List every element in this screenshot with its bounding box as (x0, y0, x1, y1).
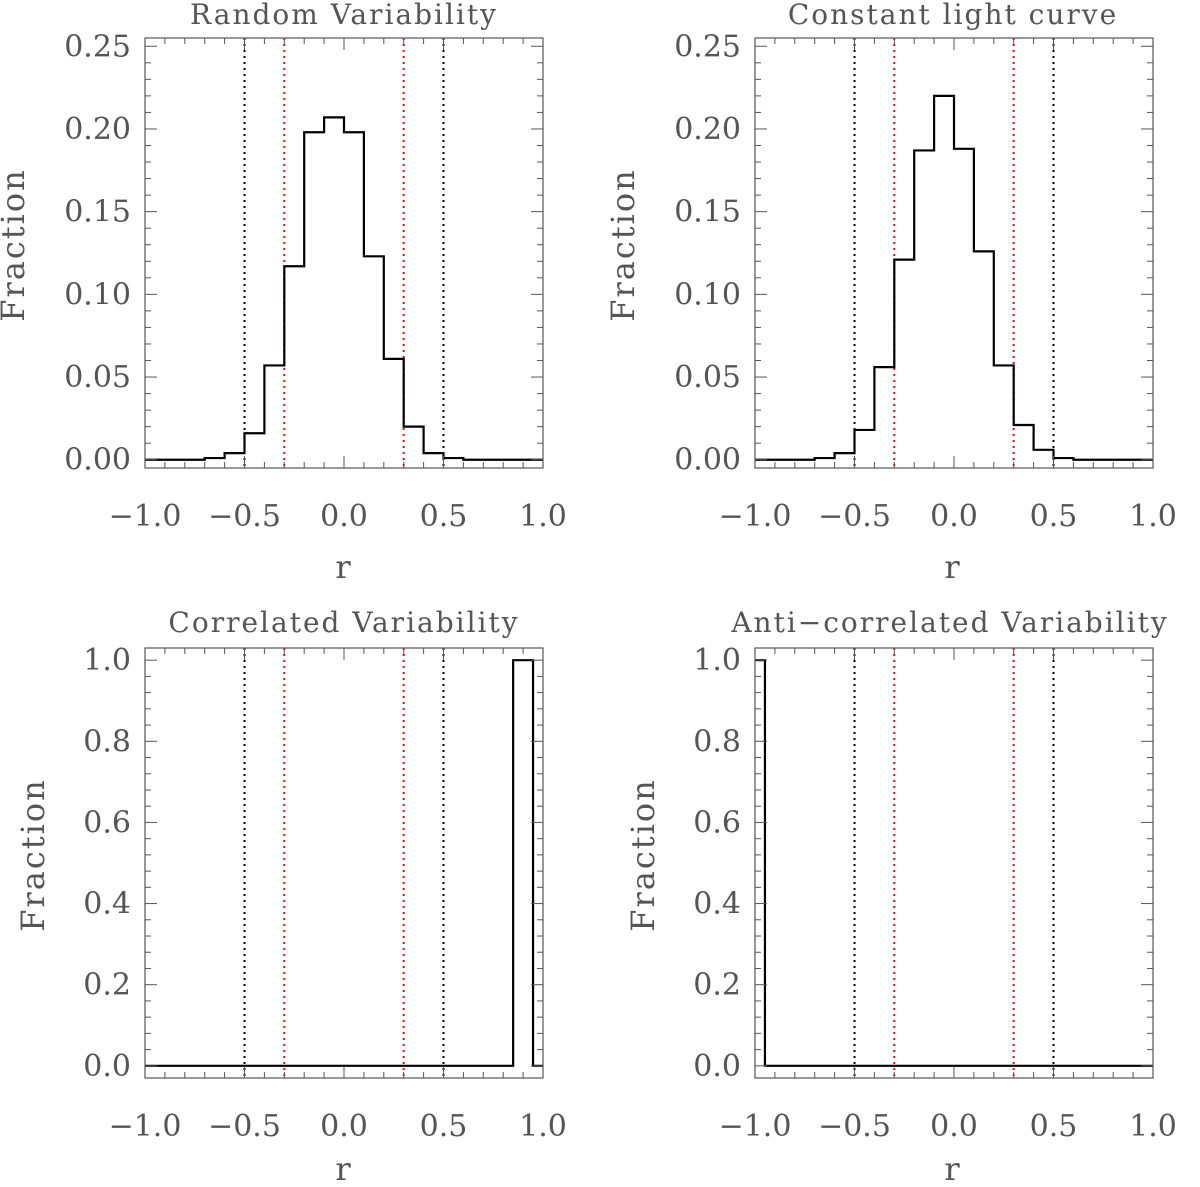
x-tick-label: 1.0 (1129, 1109, 1177, 1144)
y-axis-label: Fraction (624, 778, 662, 931)
x-tick-label: 0.0 (930, 499, 978, 534)
x-tick-label: −0.5 (208, 1109, 281, 1144)
y-tick-label: 0.4 (693, 887, 741, 922)
x-axis-label: r (944, 548, 961, 586)
y-tick-label: 1.0 (83, 643, 131, 678)
plot-frame (754, 647, 1154, 1079)
y-tick-label: 0.15 (674, 195, 741, 230)
x-tick-label: −0.5 (818, 499, 891, 534)
x-tick-label: −0.5 (818, 1109, 891, 1144)
y-tick-label: 0.25 (64, 29, 131, 64)
panel-title: Anti−correlated Variability (730, 606, 1168, 639)
x-axis-label: r (335, 548, 352, 586)
histogram-series (145, 659, 543, 1067)
y-tick-label: 0.20 (674, 112, 741, 147)
y-tick-label: 0.6 (693, 805, 741, 840)
panel-title: Correlated Variability (168, 606, 519, 639)
x-tick-label: 1.0 (1129, 499, 1177, 534)
x-axis-label: r (944, 1150, 961, 1187)
histogram-series (755, 659, 1153, 1067)
x-tick-label: 0.0 (320, 1109, 368, 1144)
y-tick-label: 0.4 (83, 887, 131, 922)
y-tick-label: 0.20 (64, 112, 131, 147)
x-tick-label: 0.5 (1030, 499, 1078, 534)
x-tick-label: 1.0 (519, 499, 567, 534)
x-tick-label: −1.0 (109, 499, 182, 534)
panel-correlated-variability: Correlated Variability r Fraction −1.0 −0… (14, 606, 567, 1187)
x-tick-label: 0.5 (420, 499, 468, 534)
y-tick-label: 0.2 (83, 968, 131, 1003)
x-tick-label: 0.0 (320, 499, 368, 534)
panel-random-variability: Random Variability r Fraction −1.0 −0.5 0.… (0, 0, 567, 586)
y-tick-label: 0.10 (674, 277, 741, 312)
panel-title: Random Variability (190, 0, 498, 31)
panel-constant-light-curve: Constant light curve r Fraction −1.0 −0.5… (604, 0, 1177, 586)
y-tick-label: 0.05 (674, 360, 741, 395)
x-tick-label: 0.5 (420, 1109, 468, 1144)
x-tick-label: −1.0 (719, 499, 792, 534)
y-tick-label: 0.8 (693, 724, 741, 759)
histogram-series (755, 94, 1153, 461)
plot-frame (144, 37, 544, 469)
y-tick-label: 0.25 (674, 29, 741, 64)
y-tick-label: 0.2 (693, 968, 741, 1003)
x-tick-label: −1.0 (109, 1109, 182, 1144)
y-tick-label: 0.0 (693, 1049, 741, 1084)
x-axis-label: r (335, 1150, 352, 1187)
y-axis-label: Fraction (0, 168, 32, 321)
histogram-series (145, 116, 543, 461)
y-tick-label: 0.00 (64, 443, 131, 478)
y-tick-label: 1.0 (693, 643, 741, 678)
x-tick-label: 1.0 (519, 1109, 567, 1144)
plot-frame (144, 647, 544, 1079)
x-tick-label: 0.5 (1030, 1109, 1078, 1144)
y-tick-label: 0.6 (83, 805, 131, 840)
y-axis-label: Fraction (14, 778, 52, 931)
y-tick-label: 0.05 (64, 360, 131, 395)
x-tick-label: −1.0 (719, 1109, 792, 1144)
panel-anti-correlated-variability: Anti−correlated Variability r Fraction −… (624, 606, 1177, 1187)
y-tick-label: 0.8 (83, 724, 131, 759)
panel-title: Constant light curve (788, 0, 1118, 31)
y-tick-label: 0.10 (64, 277, 131, 312)
y-tick-label: 0.0 (83, 1049, 131, 1084)
y-tick-label: 0.00 (674, 443, 741, 478)
x-tick-label: −0.5 (208, 499, 281, 534)
y-axis-label: Fraction (604, 168, 642, 321)
x-tick-label: 0.0 (930, 1109, 978, 1144)
y-tick-label: 0.15 (64, 195, 131, 230)
